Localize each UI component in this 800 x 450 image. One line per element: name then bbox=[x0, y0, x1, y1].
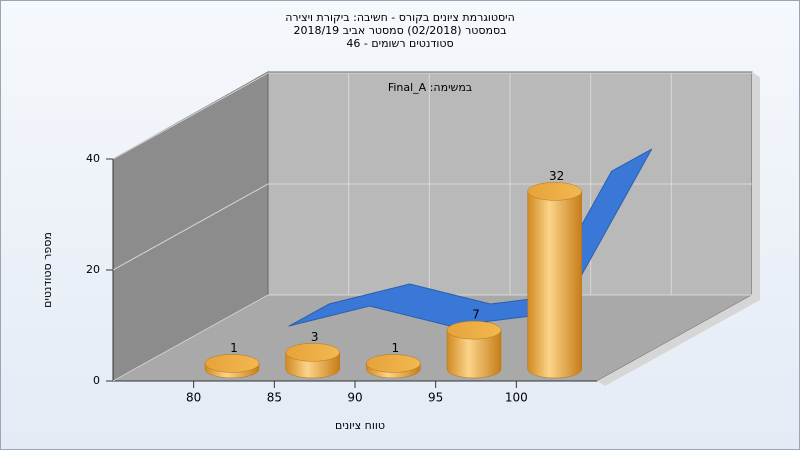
data-label: 32 bbox=[549, 169, 564, 183]
x-tick-label: 80 bbox=[186, 391, 201, 405]
x-tick-label: 85 bbox=[267, 391, 282, 405]
data-label: 7 bbox=[472, 308, 480, 322]
title: היסטוגרמת ציונים בקורס - חשיבה: ביקורת ו… bbox=[285, 11, 515, 24]
bar-top bbox=[446, 320, 502, 340]
x-tick-label: 95 bbox=[428, 391, 443, 405]
title: סטודנטים רשומים - 46 bbox=[346, 37, 453, 50]
annotation: במשימה: Final_A bbox=[388, 81, 472, 94]
y-axis-label: מספר סטודנטים bbox=[41, 232, 54, 308]
x-axis-label: טווח ציונים bbox=[335, 419, 385, 432]
title: בסמסטר (02/2018) סמסטר אביב 2018/19 bbox=[293, 24, 506, 37]
bar bbox=[446, 329, 502, 379]
y-tick-label: 40 bbox=[86, 152, 100, 165]
bar-top bbox=[527, 182, 582, 201]
bar-top bbox=[366, 354, 421, 373]
bar-top bbox=[285, 343, 340, 362]
data-label: 1 bbox=[230, 341, 238, 355]
x-tick-label: 100 bbox=[505, 391, 528, 405]
bar-top bbox=[204, 354, 260, 373]
floor-edge bbox=[597, 295, 760, 386]
x-tick-label: 90 bbox=[347, 391, 362, 405]
bar bbox=[527, 191, 582, 379]
data-label: 1 bbox=[392, 341, 400, 355]
y-tick-label: 20 bbox=[86, 263, 100, 276]
data-label: 3 bbox=[311, 330, 319, 344]
y-tick-label: 0 bbox=[93, 374, 100, 387]
wall-edge bbox=[752, 72, 760, 300]
